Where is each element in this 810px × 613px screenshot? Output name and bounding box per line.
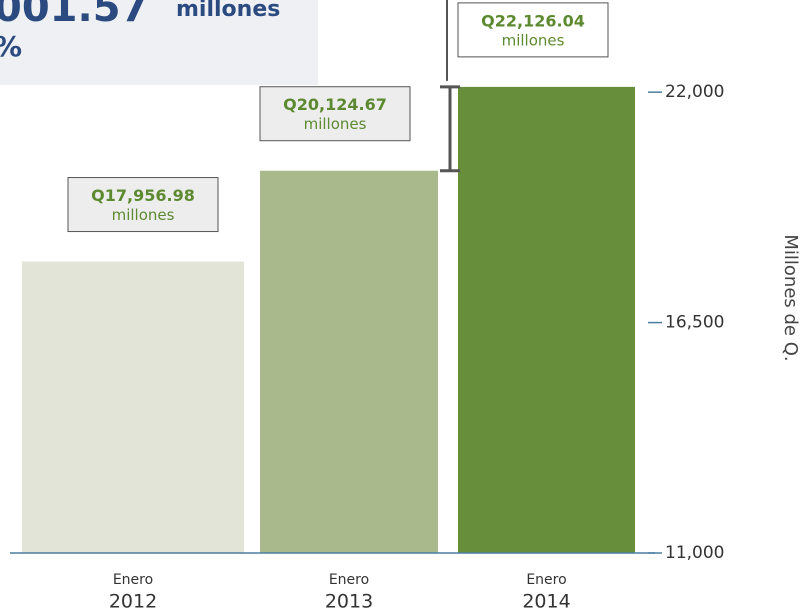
x-tick-label: 2012 (109, 591, 157, 613)
y-tick-label: 16,500 (665, 313, 724, 333)
value-label-box (259, 86, 411, 142)
bar (260, 170, 438, 553)
x-tick-month: Enero (113, 572, 153, 588)
summary-amount: 001.57 (0, 0, 148, 31)
summary-box (0, 0, 318, 85)
y-tick-label: 22,000 (665, 82, 724, 102)
bar (22, 261, 244, 553)
value-label-unit: millones (112, 206, 175, 224)
summary-percent: % (0, 30, 22, 63)
summary-unit: millones (176, 0, 280, 22)
bar (458, 86, 635, 553)
x-tick-label: 2013 (325, 591, 373, 613)
value-label: Q22,126.04 (481, 11, 585, 30)
x-tick-month: Enero (526, 572, 566, 588)
value-label-box (457, 2, 609, 58)
value-label: Q20,124.67 (283, 95, 387, 114)
x-tick-month: Enero (329, 572, 369, 588)
value-label-box (67, 177, 219, 233)
x-tick-label: 2014 (522, 591, 570, 613)
value-label-unit: millones (502, 31, 565, 49)
y-tick-label: 11,000 (665, 543, 724, 563)
value-label: Q17,956.98 (91, 186, 195, 205)
y-axis-title: Millones de Q. (780, 234, 801, 361)
value-label-unit: millones (304, 115, 367, 133)
